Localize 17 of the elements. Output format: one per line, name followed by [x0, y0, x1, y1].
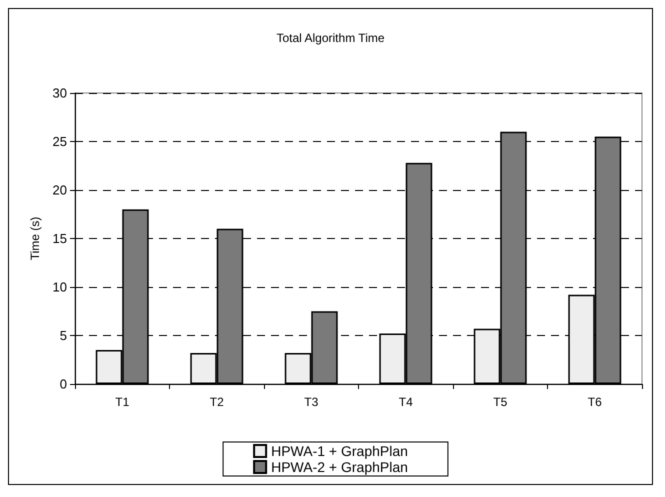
x-tick-label: T2: [210, 395, 224, 409]
x-tick-label: T4: [398, 395, 414, 409]
x-tick-label: T6: [588, 395, 602, 409]
legend-label: HPWA-1 + GraphPlan: [271, 443, 408, 459]
legend-label: HPWA-2 + GraphPlan: [271, 459, 408, 475]
chart-title: Total Algorithm Time: [276, 31, 385, 45]
x-tick-label: T3: [304, 395, 319, 409]
y-tick-label: 25: [52, 134, 67, 149]
y-tick-label: 20: [52, 182, 67, 198]
y-tick-label: 30: [52, 86, 67, 100]
y-axis-title: Time (s): [28, 216, 42, 260]
y-tick-label: 5: [60, 328, 67, 343]
y-tick-label: 0: [60, 376, 67, 392]
x-tick-label: T1: [115, 395, 130, 409]
y-tick-label: 10: [52, 280, 67, 294]
y-tick-label: 15: [52, 231, 67, 246]
x-tick-label: T5: [493, 395, 508, 409]
